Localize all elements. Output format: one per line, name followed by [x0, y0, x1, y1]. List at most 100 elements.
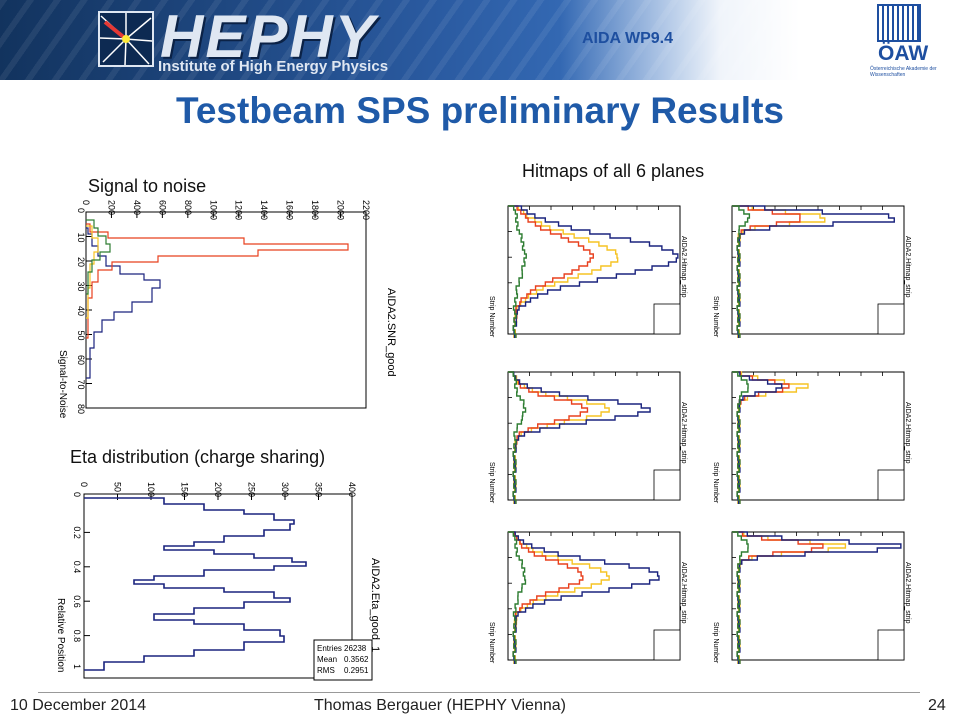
hitmap-plane-4: AIDA2.Hitmap_strip Strip Number	[708, 362, 914, 512]
hitmap-plane-5: AIDA2.Hitmap_strip Strip Number	[484, 522, 690, 672]
hitmap-plane-6: AIDA2.Hitmap_strip Strip Number	[708, 522, 914, 672]
hitmap-plane-2: AIDA2.Hitmap_strip Strip Number	[708, 196, 914, 346]
snr-value-tick-label: 70	[76, 380, 86, 390]
hephy-logo-text: HEPHY	[160, 3, 377, 70]
hitmap-frame	[731, 531, 905, 661]
snr-value-tick-label: 50	[76, 331, 86, 341]
hitmap-x-label: Strip Number	[488, 622, 495, 664]
snr-count-tick-label: 200	[106, 200, 116, 215]
eta-axis-label: Relative Position	[55, 598, 66, 672]
hitmap-frame	[731, 205, 905, 335]
snr-count-tick-label: 1600	[285, 200, 295, 220]
snr-value-tick-label: 20	[76, 257, 86, 267]
project-label: AIDA WP9.4	[582, 30, 673, 47]
hephy-logo-subtitle: Institute of High Energy Physics	[158, 58, 389, 75]
snr-count-tick-label: 2200	[361, 200, 371, 220]
hitmap-x-label: Strip Number	[712, 622, 719, 664]
snr-count-ticks: 0 200 400 600 800 1000 1200 1400 1600 1800 2000 220…	[81, 200, 371, 220]
snr-plot: 0 200 400 600 800 1000 1200 1400 1600 1800 2000 220…	[48, 198, 418, 420]
snr-value-tick-label: 30	[76, 282, 86, 292]
snr-count-tick-label: 600	[157, 200, 167, 215]
hitmap-curve-green	[508, 371, 527, 504]
oaw-logo-text: ÖAW	[878, 42, 929, 65]
snr-value-tick-label: 40	[76, 306, 86, 316]
snr-value-ticks: 0 10 20 30 40 50 60 70 80	[76, 208, 92, 414]
eta-position-tick-label: 0.2	[72, 526, 82, 539]
hitmap-hist-name: AIDA2.Hitmap_strip	[680, 562, 687, 624]
eta-count-tick-label: 150	[180, 482, 190, 497]
hitmap-curve-green	[508, 205, 527, 338]
eta-stats-box	[313, 639, 373, 681]
slide-title: Testbeam SPS preliminary Results	[176, 90, 784, 131]
snr-curve-navy	[86, 227, 161, 379]
oaw-logo: ÖAW Österreichische Akademie der Wissens…	[868, 4, 937, 78]
hitmap-stats-box	[877, 303, 905, 335]
eta-count-tick-label: 250	[247, 482, 257, 497]
snr-value-tick-label: 10	[76, 233, 86, 243]
header-banner: HEPHY Institute of High Energy Physics A…	[0, 0, 960, 80]
eta-stat-label: Mean	[317, 655, 337, 664]
hitmap-stats-box	[653, 629, 681, 661]
snr-count-tick-label: 0	[81, 200, 91, 205]
caption-snr: Signal to noise	[88, 176, 207, 196]
eta-stat-label: Entries	[317, 644, 342, 653]
eta-position-tick-label: 0.8	[72, 630, 82, 643]
eta-stats: Entries 26238 Mean 0.3562 RMS 0.2951	[317, 644, 369, 675]
snr-curve-green	[86, 219, 111, 295]
snr-axis-label: Signal-to-Noise	[57, 350, 68, 419]
hitmap-curve-green	[508, 531, 527, 664]
snr-value-tick-label: 0	[76, 208, 86, 213]
footer-page-number: 24	[928, 697, 946, 714]
eta-count-tick-label: 0	[79, 482, 89, 487]
hitmap-curve-green	[732, 531, 749, 664]
hitmap-stats-box	[653, 303, 681, 335]
hitmap-hist-name: AIDA2.Hitmap_strip	[680, 402, 687, 464]
hitmap-stats-box	[877, 629, 905, 661]
eta-curve	[84, 497, 307, 671]
eta-stat-label: RMS	[317, 666, 335, 675]
footer-divider	[38, 692, 920, 693]
hitmap-x-label: Strip Number	[488, 462, 495, 504]
hitmap-frame	[507, 371, 681, 501]
eta-position-tick-label: 0.4	[72, 561, 82, 574]
snr-value-tick-label: 60	[76, 355, 86, 365]
eta-count-tick-label: 350	[314, 482, 324, 497]
hitmap-x-label: Strip Number	[488, 296, 495, 338]
eta-position-tick-label: 0.6	[72, 595, 82, 608]
hitmap-hist-name: AIDA2.Hitmap_strip	[904, 562, 911, 624]
hitmap-x-label: Strip Number	[712, 296, 719, 338]
hitmap-plane-1: AIDA2.Hitmap_strip Strip Number	[484, 196, 690, 346]
oaw-building-icon	[877, 4, 921, 42]
eta-frame	[83, 493, 353, 679]
hitmap-stats-box	[653, 469, 681, 501]
snr-curve-red	[86, 223, 349, 339]
eta-stat-value: 0.2951	[344, 666, 369, 675]
oaw-logo-subtitle: Österreichische Akademie der Wissenschaf…	[870, 66, 937, 78]
caption-hitmaps: Hitmaps of all 6 planes	[522, 161, 705, 181]
eta-count-tick-label: 300	[280, 482, 290, 497]
snr-value-tick-label: 80	[76, 404, 86, 414]
eta-count-tick-label: 200	[213, 482, 223, 497]
eta-hist-name: AIDA2.Eta_good_1	[369, 558, 381, 652]
snr-count-tick-label: 1800	[310, 200, 320, 220]
eta-position-tick-label: 1	[72, 664, 82, 669]
hitmap-hist-name: AIDA2.Hitmap_strip	[680, 236, 687, 298]
snr-count-tick-label: 1000	[208, 200, 218, 220]
hitmap-stats-box	[877, 469, 905, 501]
snr-count-tick-label: 400	[132, 200, 142, 215]
hitmap-curve-green	[732, 205, 751, 338]
hitmap-frame	[731, 371, 905, 501]
snr-count-tick-label: 800	[183, 200, 193, 215]
snr-frame	[85, 211, 367, 409]
hitmap-hist-name: AIDA2.Hitmap_strip	[904, 402, 911, 464]
footer-author: Thomas Bergauer (HEPHY Vienna)	[314, 697, 566, 714]
eta-count-tick-label: 50	[113, 482, 123, 492]
eta-count-ticks: 0 50 100 150 200 250 300 350 400	[79, 482, 357, 500]
eta-stat-value: 0.3562	[344, 655, 369, 664]
eta-count-tick-label: 400	[347, 482, 357, 497]
snr-count-tick-label: 1400	[259, 200, 269, 220]
eta-position-tick-label: 0	[72, 492, 82, 497]
hitmap-x-label: Strip Number	[712, 462, 719, 504]
hitmap-curve-green	[732, 371, 749, 504]
hitmap-plane-3: AIDA2.Hitmap_strip Strip Number	[484, 362, 690, 512]
